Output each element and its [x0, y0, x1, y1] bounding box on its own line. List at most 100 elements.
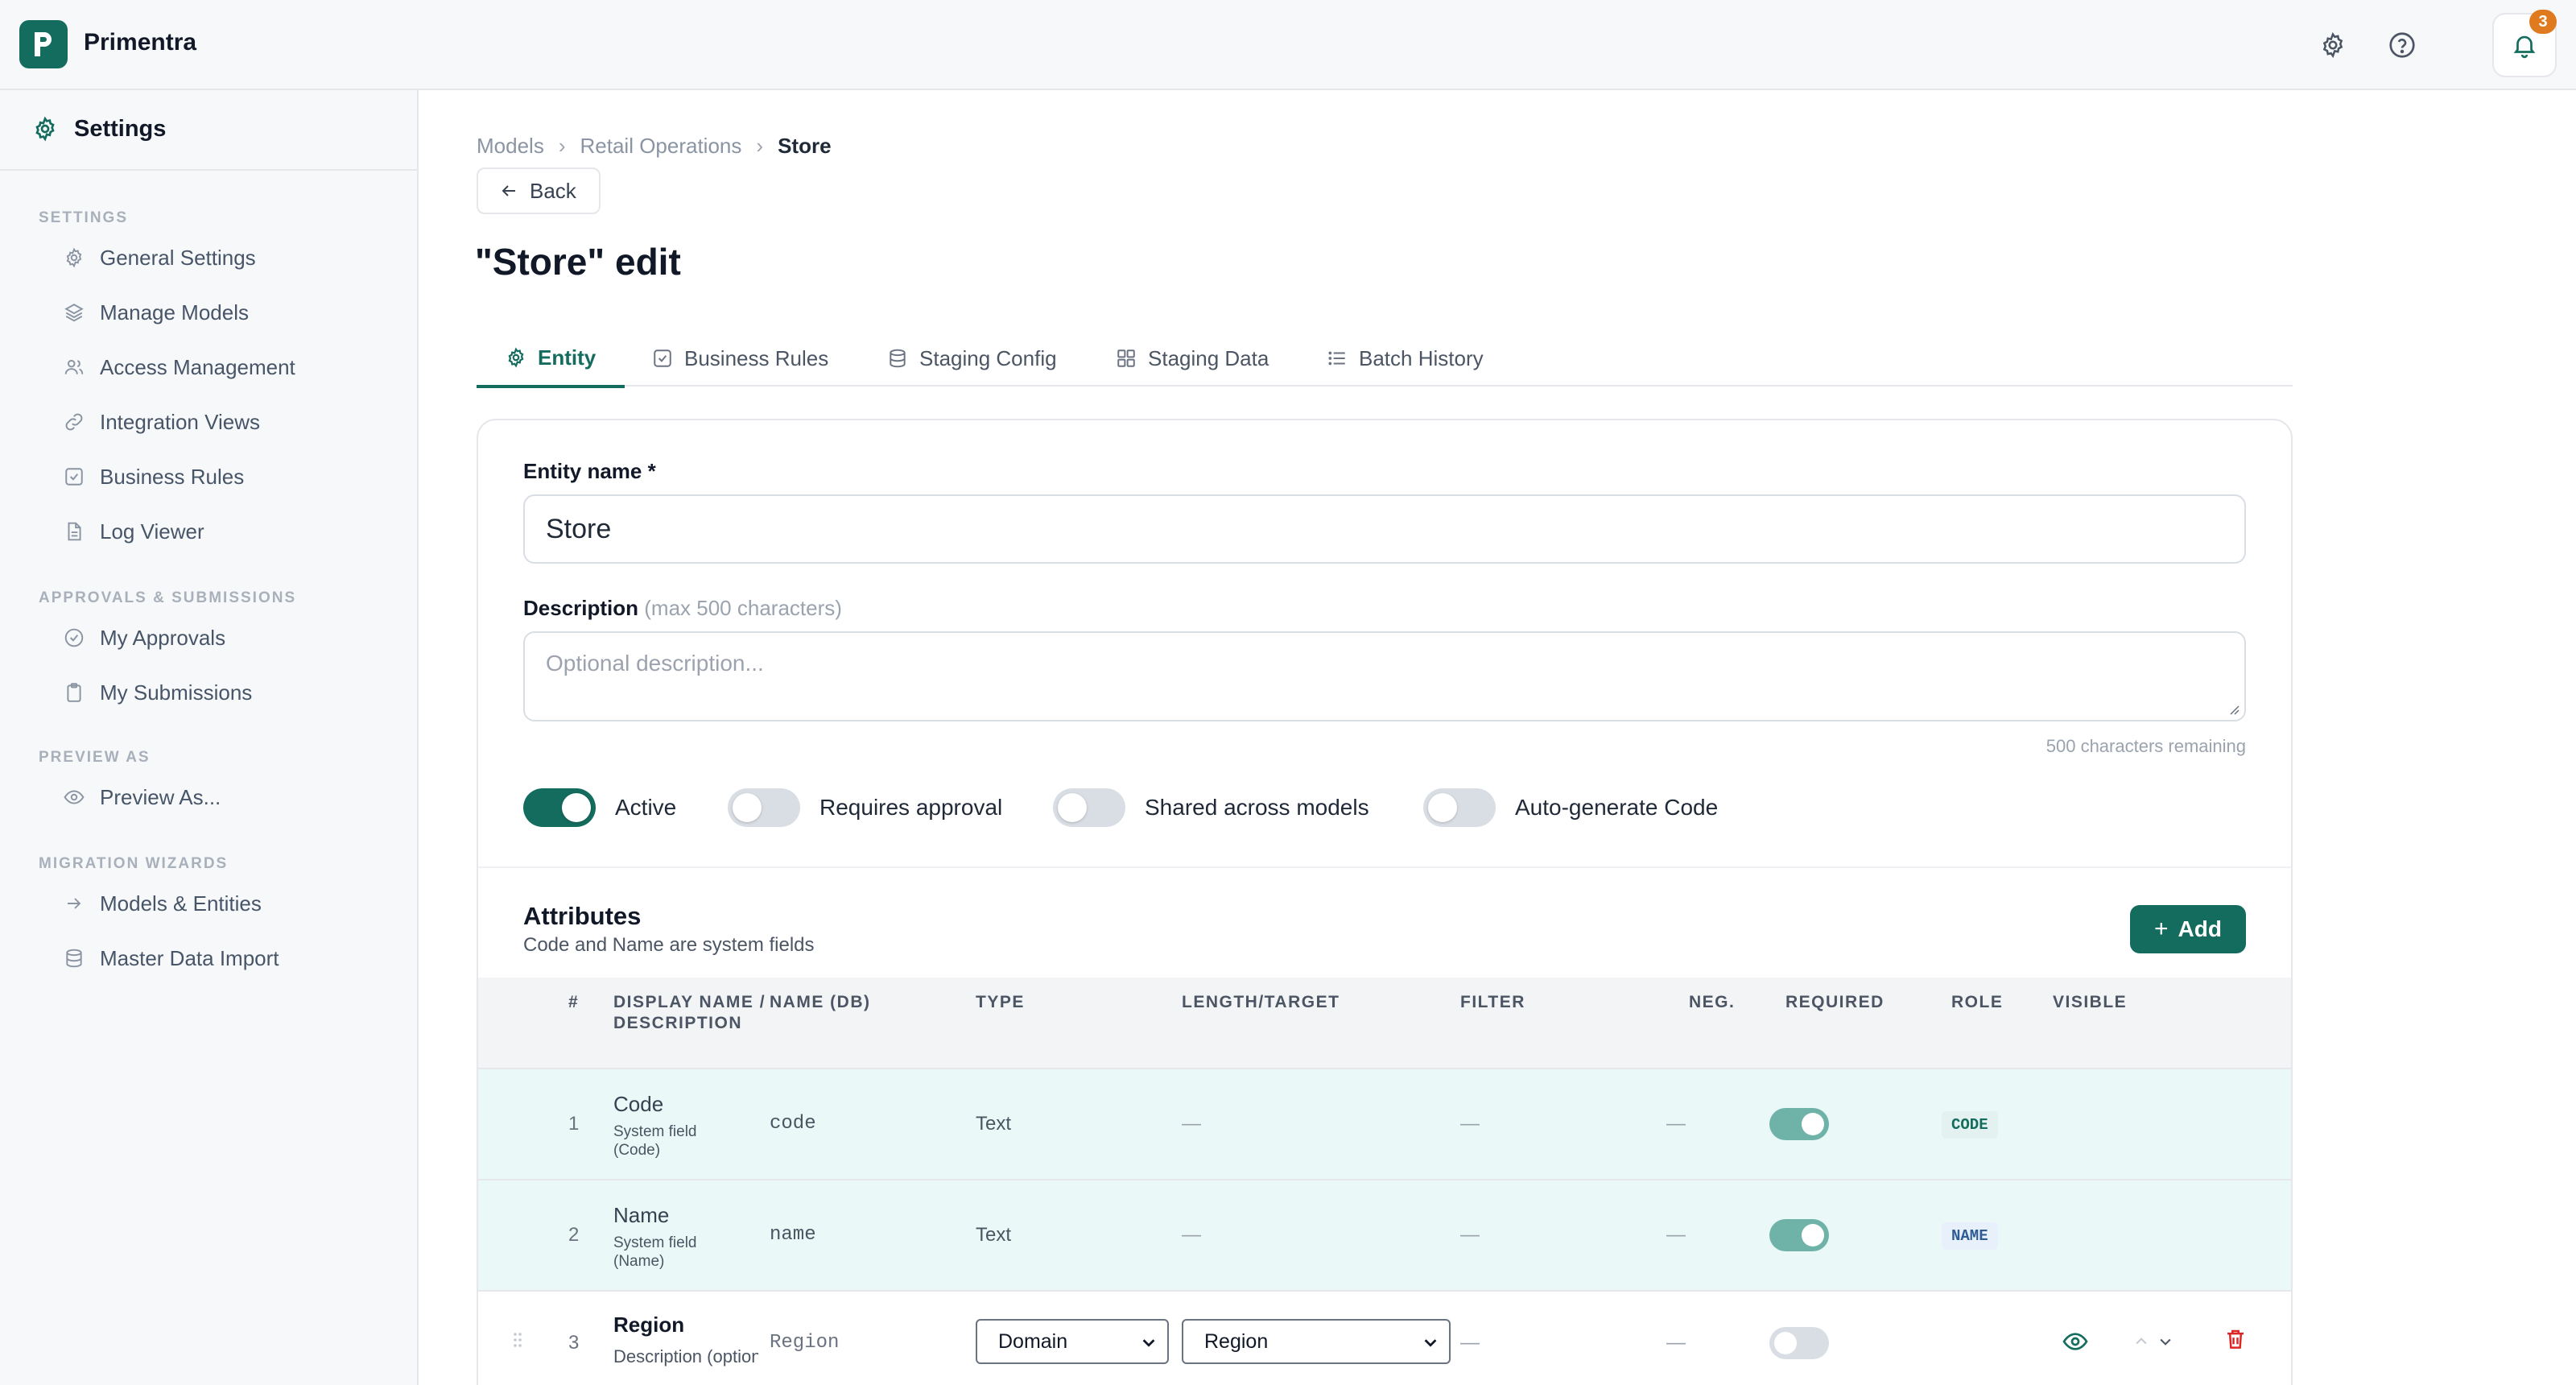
toggle-requires-approval[interactable]: Requires approval [728, 788, 1002, 828]
help-icon[interactable] [2383, 26, 2421, 64]
chevron-up-icon[interactable] [2133, 1333, 2149, 1350]
attribute-display-name-input[interactable]: Region [613, 1313, 685, 1337]
sidebar-item-general-settings[interactable]: General Settings [63, 240, 256, 275]
tab-staging-data[interactable]: Staging Data [1116, 330, 1269, 387]
trash-icon[interactable] [2223, 1327, 2248, 1351]
section-divider [478, 866, 2291, 868]
auto-generate-code-switch[interactable] [1423, 788, 1496, 827]
sidebar-item-label: My Approvals [100, 625, 226, 650]
check-square-icon [63, 465, 85, 488]
section-title-preview: PREVIEW AS [39, 749, 151, 766]
sidebar-item-label: Log Viewer [100, 519, 204, 544]
column-header-db-name: NAME (DB) [770, 993, 871, 1011]
required-switch[interactable] [1769, 1327, 1829, 1359]
sidebar: Settings SETTINGS General Settings Manag… [0, 90, 419, 1385]
sidebar-item-label: General Settings [100, 245, 256, 270]
column-header-required: REQUIRED [1785, 993, 1885, 1011]
column-header-num: # [568, 993, 580, 1011]
breadcrumb-link-models[interactable]: Models [477, 134, 544, 158]
eye-icon [63, 786, 85, 808]
column-header-visible: VISIBLE [2053, 993, 2128, 1011]
add-label: Add [2178, 916, 2222, 941]
settings-icon[interactable] [2314, 26, 2352, 64]
type-select-value: Domain [998, 1329, 1068, 1353]
entity-name-input[interactable]: Store [523, 494, 2246, 564]
column-header-neg: NEG. [1689, 993, 1736, 1011]
target-select-value: Region [1204, 1329, 1269, 1353]
chevron-down-icon[interactable] [2157, 1333, 2174, 1350]
clipboard-icon [63, 681, 85, 704]
top-bar: Primentra 3 [0, 0, 2576, 90]
list-icon [1328, 351, 1345, 366]
sidebar-item-preview-as[interactable]: Preview As... [63, 779, 221, 815]
description-label: Description (max 500 characters) [523, 596, 842, 621]
attributes-title: Attributes [523, 902, 642, 930]
attributes-table-header: # DISPLAY NAME / DESCRIPTION NAME (DB) T… [478, 978, 2291, 1069]
attribute-display-name: Code [613, 1092, 664, 1116]
toggle-active[interactable]: Active [523, 788, 676, 828]
attribute-type: Text [976, 1224, 1012, 1246]
tab-label: Batch History [1359, 345, 1484, 370]
chevron-down-icon [1424, 1339, 1437, 1347]
tab-staging-config[interactable]: Staging Config [887, 330, 1057, 387]
gear-icon [508, 347, 524, 368]
role-badge-code: CODE [1942, 1111, 1998, 1139]
requires-approval-switch[interactable] [728, 788, 800, 827]
sidebar-item-access-management[interactable]: Access Management [63, 349, 295, 385]
table-row: 1 Code System field (Code) code Text — —… [478, 1069, 2291, 1180]
section-title-migration: MIGRATION WIZARDS [39, 855, 229, 872]
database-icon [63, 947, 85, 970]
attribute-description-input[interactable]: Description (optional) [613, 1346, 758, 1366]
sidebar-item-log-viewer[interactable]: Log Viewer [63, 514, 204, 549]
sidebar-item-models-entities[interactable]: Models & Entities [63, 886, 262, 921]
column-header-type: TYPE [976, 993, 1025, 1011]
breadcrumb: Models › Retail Operations › Store [477, 134, 832, 159]
active-switch[interactable] [523, 788, 596, 827]
attribute-display-name: Name [613, 1203, 670, 1227]
breadcrumb-link-retail-operations[interactable]: Retail Operations [580, 134, 742, 158]
column-header-length: LENGTH/TARGET [1182, 993, 1340, 1011]
notifications-button[interactable] [2492, 13, 2557, 77]
attribute-neg: — [1666, 1224, 1686, 1246]
sidebar-item-my-submissions[interactable]: My Submissions [63, 675, 252, 710]
tab-label: Entity [538, 345, 597, 370]
sidebar-item-label: Access Management [100, 354, 295, 379]
file-text-icon [63, 520, 85, 543]
description-textarea[interactable]: Optional description... [523, 631, 2246, 721]
sidebar-item-integration-views[interactable]: Integration Views [63, 404, 260, 440]
tab-entity[interactable]: Entity [477, 330, 625, 388]
type-select[interactable]: Domain [976, 1319, 1169, 1364]
tab-bar: Entity Business Rules Staging Config Sta… [477, 330, 2293, 388]
sidebar-item-label: Integration Views [100, 409, 260, 434]
sidebar-item-business-rules[interactable]: Business Rules [63, 459, 244, 494]
drag-handle-icon[interactable] [512, 1330, 523, 1350]
target-select[interactable]: Region [1182, 1319, 1451, 1364]
arrow-right-icon [63, 892, 85, 915]
app-logo[interactable] [19, 20, 68, 68]
back-label: Back [530, 178, 576, 203]
chevron-right-icon: › [756, 134, 764, 158]
toggle-label: Auto-generate Code [1515, 795, 1719, 820]
toggle-auto-generate-code[interactable]: Auto-generate Code [1423, 788, 1718, 828]
shared-across-models-switch[interactable] [1053, 788, 1125, 827]
attribute-neg: — [1666, 1113, 1686, 1135]
visible-eye-icon[interactable] [2062, 1329, 2088, 1354]
toggle-shared-across-models[interactable]: Shared across models [1053, 788, 1369, 828]
attribute-description: System field (Code) [613, 1123, 697, 1159]
tab-business-rules[interactable]: Business Rules [652, 330, 828, 387]
attribute-db-name: Region [770, 1332, 840, 1354]
gear-icon [32, 116, 58, 142]
sidebar-item-my-approvals[interactable]: My Approvals [63, 620, 225, 655]
table-row: 3 Region Description (optional) Region D… [478, 1292, 2291, 1385]
tab-batch-history[interactable]: Batch History [1327, 330, 1484, 387]
back-button[interactable]: Back [477, 167, 601, 214]
sidebar-item-master-data-import[interactable]: Master Data Import [63, 941, 279, 976]
sidebar-item-label: My Submissions [100, 680, 253, 705]
sidebar-header: Settings [0, 90, 417, 171]
tab-label: Business Rules [684, 345, 829, 370]
sidebar-item-manage-models[interactable]: Manage Models [63, 295, 249, 330]
attribute-db-name: code [770, 1113, 816, 1135]
toggle-label: Requires approval [819, 795, 1003, 820]
section-title-settings: SETTINGS [39, 209, 129, 226]
add-attribute-button[interactable]: + Add [2130, 905, 2246, 953]
